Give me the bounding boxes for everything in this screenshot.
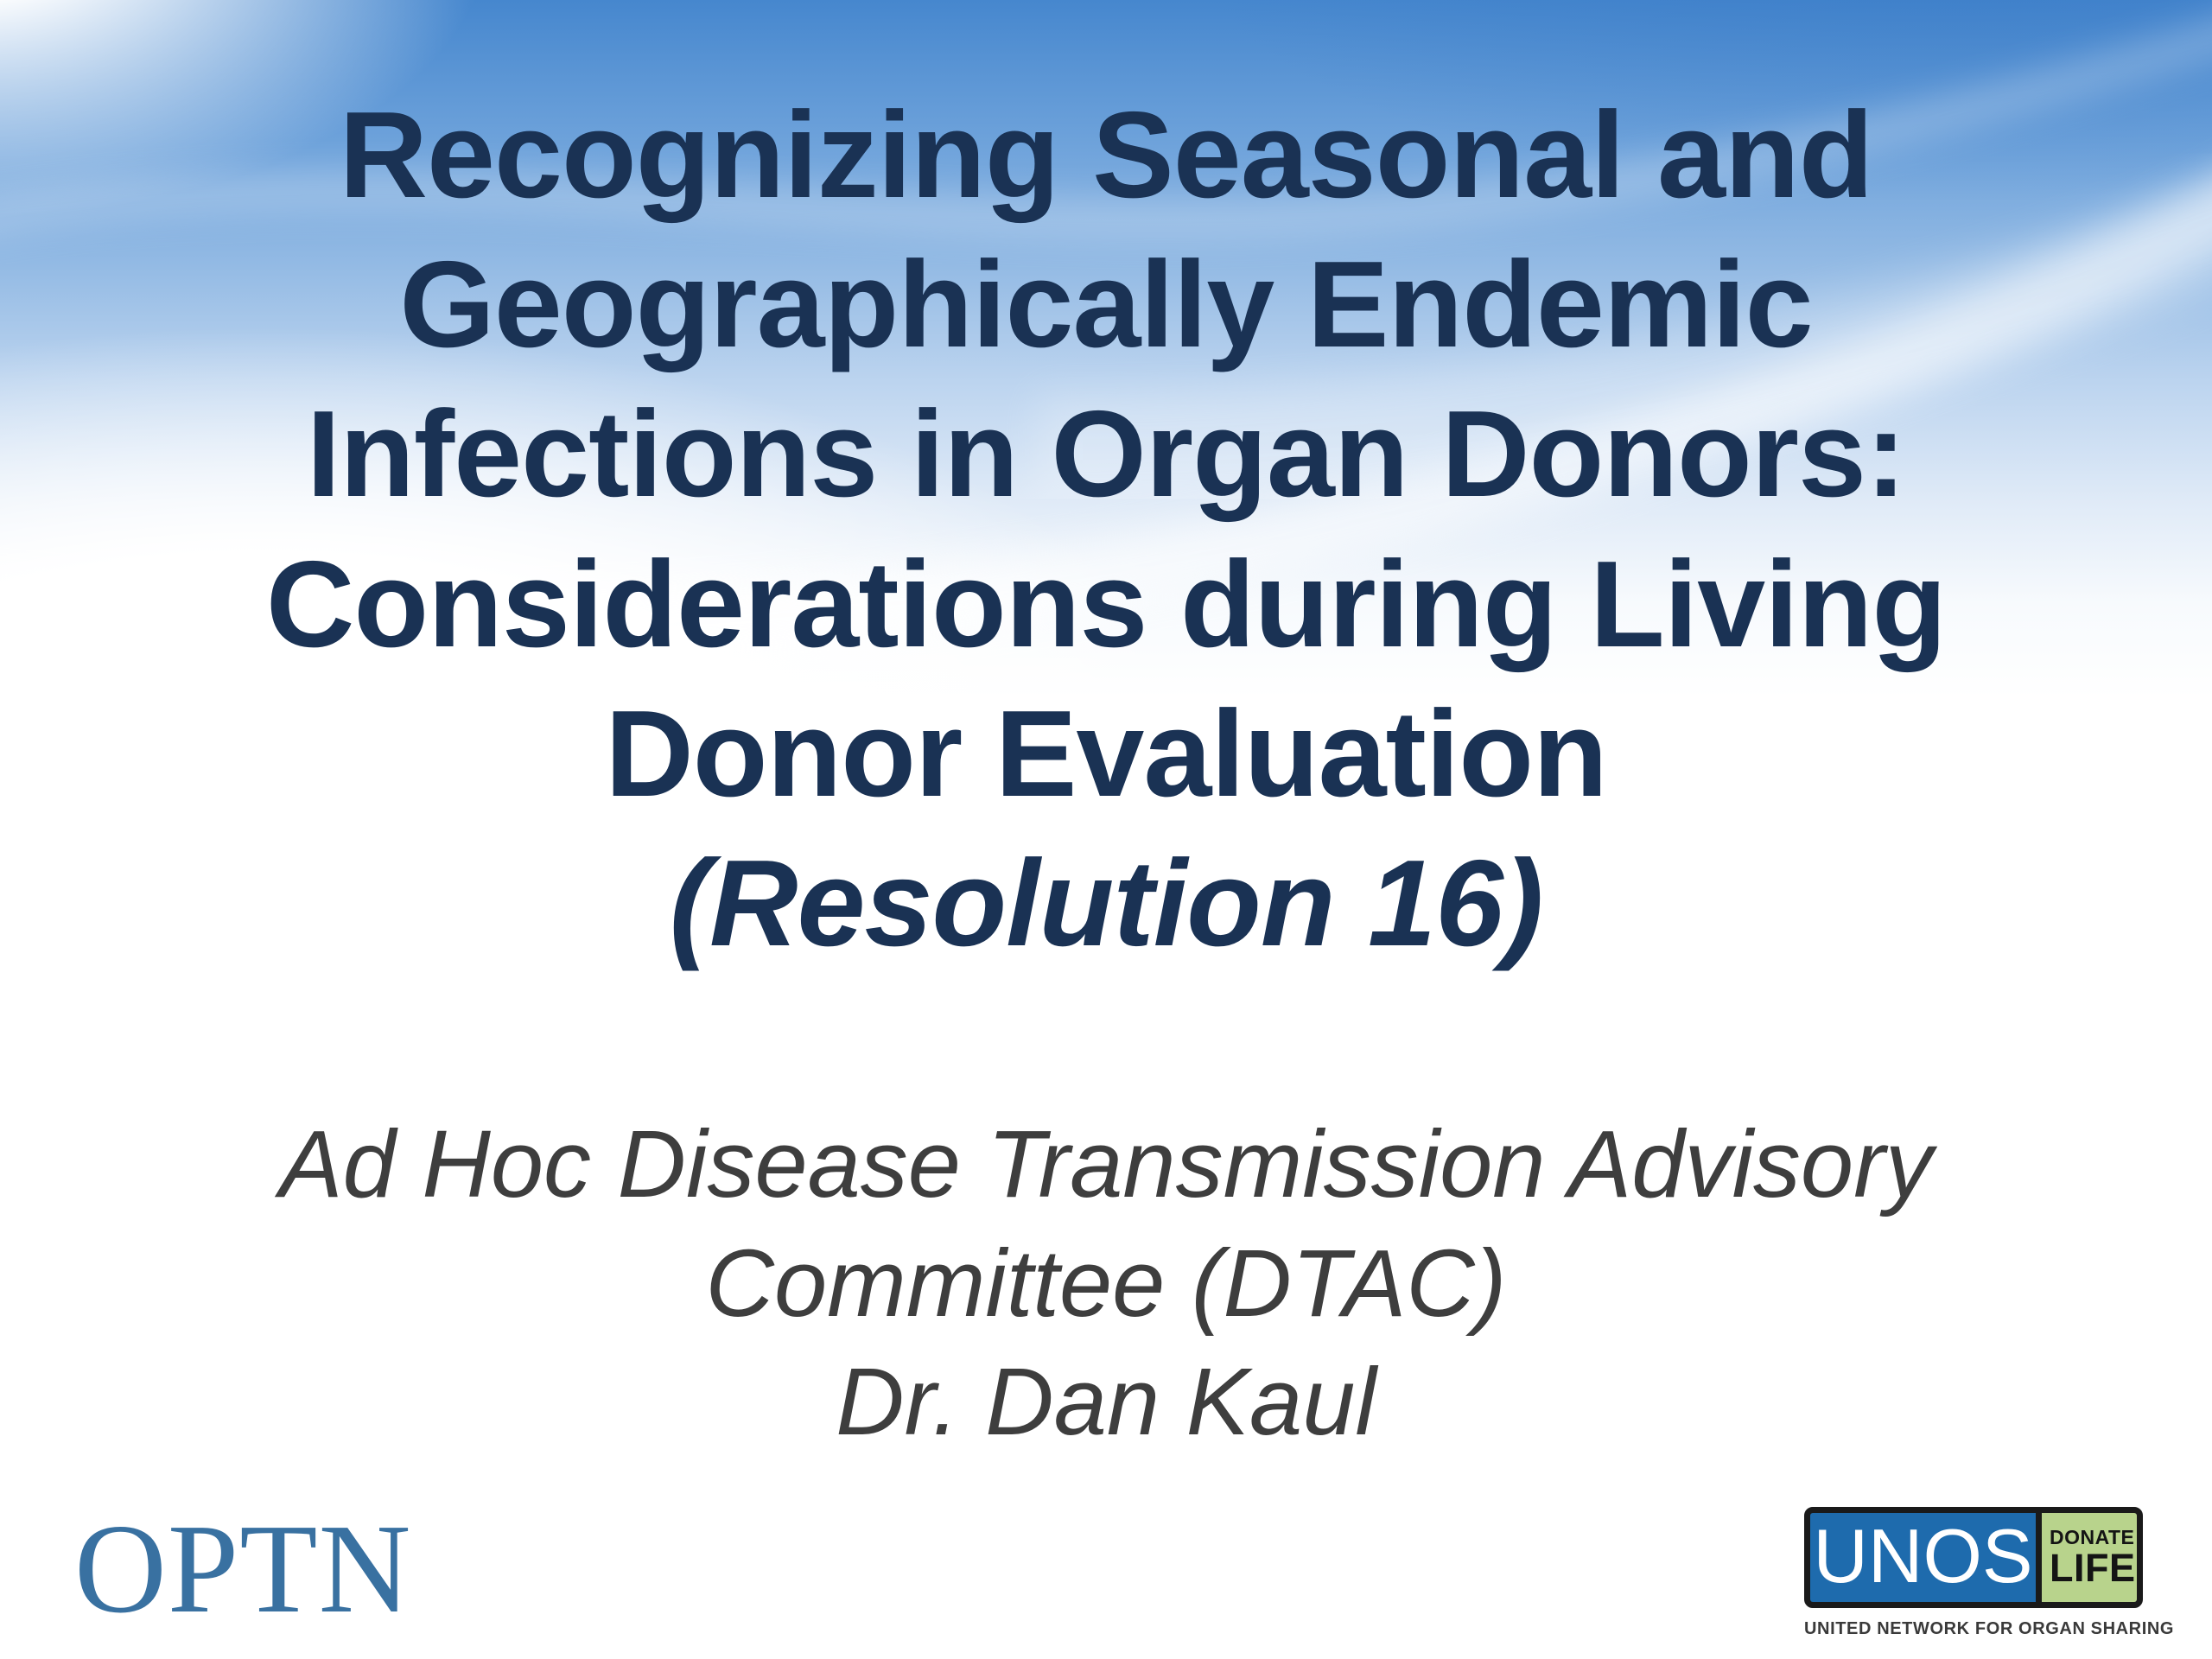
header-gradient [0, 0, 2212, 734]
subtitle-line-2: Committee (DTAC) [705, 1230, 1507, 1337]
title-resolution-line: (Resolution 16) [669, 835, 1544, 973]
optn-logo: OPTN [74, 1498, 412, 1640]
subtitle-line-1: Ad Hoc Disease Transmission Advisory [279, 1111, 1933, 1217]
donate-life-life-text: LIFE [2050, 1546, 2136, 1591]
donate-life-donate-text: DONATE [2050, 1526, 2135, 1549]
donate-life-badge: DONATE LIFE [2036, 1513, 2137, 1602]
title-line-1: Recognizing Seasonal and [339, 86, 1874, 224]
subtitle-line-3: Dr. Dan Kaul [836, 1349, 1376, 1455]
title-line-3: Infections in Organ Donors: [306, 385, 1907, 524]
page-title: Recognizing Seasonal and Geographically … [0, 80, 2212, 978]
title-line-5: Donor Evaluation [605, 684, 1608, 823]
title-line-4: Considerations during Living [265, 535, 1947, 673]
header-wave-decoration [0, 26, 2212, 667]
unos-wordmark: UNOS [1810, 1513, 2036, 1602]
unos-logo: UNOS DONATE LIFE ® UNITED NETWORK FOR OR… [1804, 1507, 2175, 1639]
unos-logo-box: UNOS DONATE LIFE ® [1804, 1507, 2143, 1608]
title-line-2: Geographically Endemic [399, 236, 1813, 374]
subtitle: Ad Hoc Disease Transmission Advisory Com… [0, 1105, 2212, 1462]
unos-tagline: UNITED NETWORK FOR ORGAN SHARING [1804, 1619, 2175, 1638]
